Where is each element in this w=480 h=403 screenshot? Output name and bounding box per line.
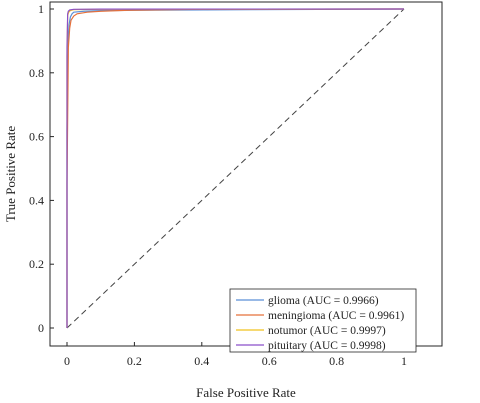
x-tick-label: 0.2: [127, 354, 142, 368]
series-line-3: [66, 8, 405, 328]
x-tick-label: 1: [401, 354, 407, 368]
y-axis-label: True Positive Rate: [3, 126, 18, 223]
x-tick-label: 0.8: [329, 354, 344, 368]
x-axis-label: False Positive Rate: [196, 385, 296, 400]
y-tick-label: 1: [38, 2, 44, 16]
x-tick-label: 0.4: [194, 354, 209, 368]
legend-entry-3: pituitary (AUC = 0.9998): [268, 340, 386, 352]
reference-line-group: [66, 8, 405, 329]
y-tick-label: 0.2: [29, 257, 44, 271]
y-tick-label: 0.6: [29, 130, 44, 144]
y-tick-label: 0.4: [29, 193, 44, 207]
legend-entry-0: glioma (AUC = 0.9966): [268, 295, 379, 307]
series-group: [66, 8, 405, 328]
x-tick-label: 0.6: [262, 354, 277, 368]
y-tick-label: 0.8: [29, 66, 44, 80]
legend-entry-2: notumor (AUC = 0.9997): [268, 325, 386, 337]
ticks-group: 0 0.2 0.4 0.6 0.8 1 0 0.2 0.4 0.6 0.8 1: [29, 2, 407, 368]
y-tick-label: 0: [38, 321, 44, 335]
legend-entry-1: meningioma (AUC = 0.9961): [268, 310, 404, 322]
x-tick-label: 0: [64, 354, 70, 368]
reference-diagonal-line: [66, 8, 405, 329]
legend: glioma (AUC = 0.9966) meningioma (AUC = 0…: [229, 288, 417, 353]
legend-items: glioma (AUC = 0.9966) meningioma (AUC = 0…: [236, 295, 404, 352]
series-line-1: [66, 8, 405, 328]
